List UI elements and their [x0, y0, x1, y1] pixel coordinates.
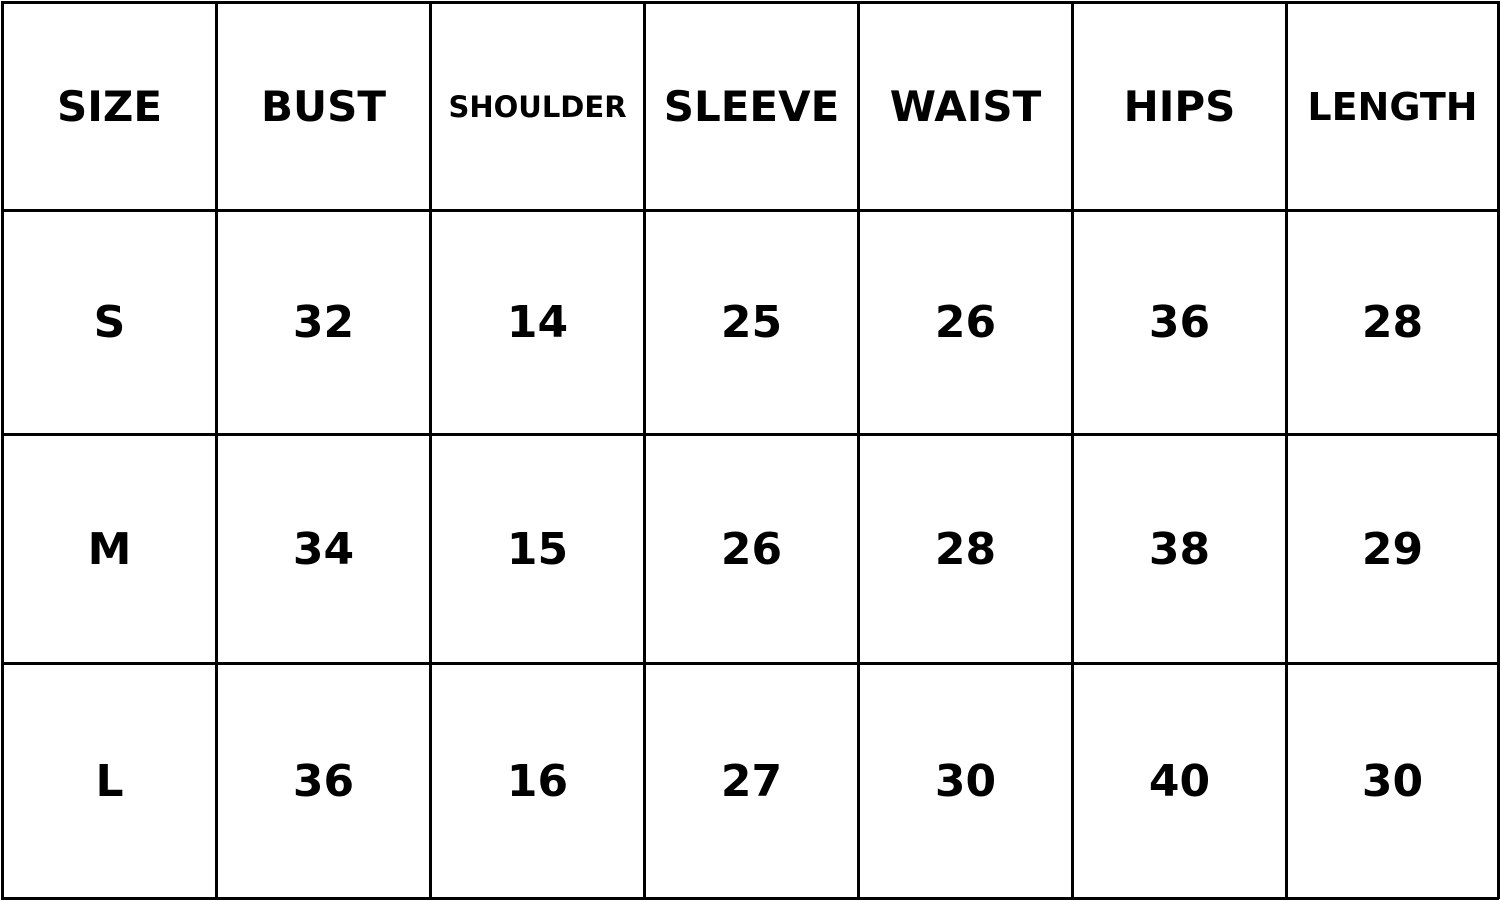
column-divider — [857, 1, 860, 899]
column-divider — [429, 1, 432, 899]
row-divider — [1, 662, 1499, 665]
measurement-cell: 36 — [1148, 297, 1211, 348]
size-label: L — [95, 755, 124, 807]
row-divider — [1, 209, 1499, 212]
header-hips: HIPS — [1123, 82, 1236, 131]
measurement-cell: 32 — [292, 297, 355, 348]
measurement-cell: 28 — [1361, 297, 1424, 348]
row-divider — [1, 1, 1499, 4]
column-divider — [643, 1, 646, 899]
header-shoulder: SHOULDER — [448, 89, 627, 124]
column-divider — [1497, 1, 1500, 899]
measurement-cell: 34 — [292, 523, 355, 575]
measurement-cell: 25 — [720, 297, 783, 348]
size-label: S — [93, 297, 126, 348]
measurement-cell: 29 — [1361, 523, 1424, 575]
measurement-cell: 27 — [720, 755, 783, 807]
measurement-cell: 26 — [934, 297, 997, 348]
measurement-cell: 30 — [934, 755, 997, 807]
header-sleeve: SLEEVE — [663, 82, 840, 131]
column-divider — [215, 1, 218, 899]
measurement-cell: 40 — [1148, 755, 1211, 807]
measurement-cell: 26 — [720, 523, 783, 575]
measurement-cell: 15 — [506, 523, 569, 575]
measurement-cell: 36 — [292, 755, 355, 807]
column-divider — [1071, 1, 1074, 899]
row-divider — [1, 433, 1499, 436]
column-divider — [1, 1, 4, 899]
header-bust: BUST — [260, 82, 386, 131]
header-length: LENGTH — [1307, 84, 1478, 129]
size-label: M — [87, 523, 132, 575]
measurement-cell: 38 — [1148, 523, 1211, 575]
header-size: SIZE — [56, 82, 163, 131]
measurement-cell: 14 — [506, 297, 569, 348]
measurement-cell: 16 — [506, 755, 569, 807]
row-divider — [1, 897, 1499, 900]
column-divider — [1285, 1, 1288, 899]
measurement-cell: 30 — [1361, 755, 1424, 807]
header-waist: WAIST — [889, 82, 1042, 131]
measurement-cell: 28 — [934, 523, 997, 575]
